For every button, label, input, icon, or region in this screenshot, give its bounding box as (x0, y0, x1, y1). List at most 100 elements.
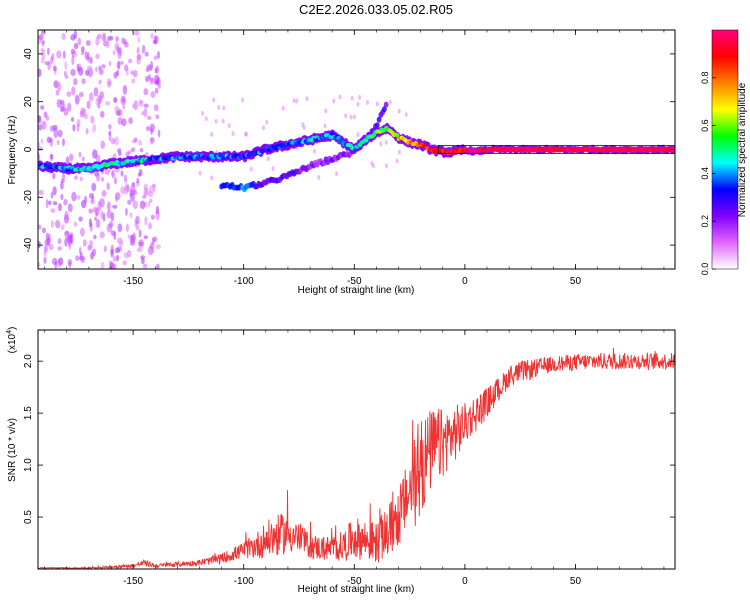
spectral-speckle (78, 151, 82, 158)
spectral-speckle (63, 71, 67, 77)
spectral-speckle (138, 100, 144, 107)
ridge-core-cell (525, 147, 528, 152)
spectral-speckle (150, 91, 156, 99)
spectral-speckle (154, 80, 160, 86)
spectral-speckle (150, 127, 153, 136)
spectral-speckle (155, 114, 160, 120)
spectral-speckle (145, 67, 149, 73)
spectral-speckle (397, 149, 401, 155)
spectral-speckle (80, 255, 86, 264)
ridge-core-cell (660, 147, 663, 152)
spectral-speckle (83, 113, 89, 120)
spectral-speckle (97, 200, 102, 211)
spectral-speckle (109, 35, 114, 41)
spectral-speckle (77, 37, 82, 46)
spectral-speckle (395, 158, 399, 164)
spectral-speckle (338, 94, 342, 100)
spectral-speckle (143, 103, 149, 108)
spectral-speckle (317, 174, 321, 180)
spectral-speckle (108, 60, 112, 67)
spectral-speckle (148, 185, 154, 194)
spectral-speckle (52, 172, 56, 180)
spectral-speckle (38, 189, 44, 196)
spectral-speckle (114, 195, 119, 203)
ridge-core-cell (577, 147, 580, 152)
spectral-speckle (46, 237, 51, 247)
spectral-speckle (152, 39, 157, 45)
spectral-speckle (143, 186, 147, 197)
spectral-speckle (82, 239, 87, 247)
ridge-core-cell (531, 147, 534, 152)
spectral-speckle (157, 129, 161, 138)
spectral-speckle (227, 122, 231, 128)
spectral-speckle (198, 170, 202, 176)
spectral-speckle (97, 95, 103, 103)
spectral-speckle (379, 141, 383, 147)
spectral-speckle (157, 84, 161, 89)
spectral-speckle (106, 209, 112, 219)
spectral-speckle (99, 110, 105, 118)
ridge-core-cell (488, 147, 491, 152)
spectral-speckle (60, 193, 64, 201)
secondary-branch-cell (383, 101, 389, 108)
spectral-speckle (95, 97, 99, 106)
ridge-core-cell (548, 147, 551, 152)
ridge-core-cell (593, 147, 596, 152)
spectral-speckle (64, 237, 68, 247)
spectral-speckle (353, 114, 357, 120)
spectral-speckle (40, 47, 44, 53)
spectral-speckle (88, 208, 93, 214)
secondary-branch-cell (381, 106, 387, 113)
ridge-core-cell (649, 147, 652, 152)
ridge-core-cell (517, 147, 520, 152)
ridge-core-cell (609, 147, 612, 152)
ridge-core-cell (552, 147, 555, 152)
spectral-speckle (155, 263, 160, 269)
spectral-speckle (117, 116, 123, 125)
spectral-speckle (114, 42, 120, 51)
spectral-speckle (115, 36, 119, 42)
ridge-core-cell (612, 147, 615, 152)
spectral-speckle (110, 230, 116, 236)
spectral-speckle (56, 98, 62, 108)
spectral-speckle (58, 257, 64, 266)
ridge-core-cell (607, 147, 610, 152)
spectral-speckle (122, 84, 128, 95)
spectral-speckle (146, 115, 152, 120)
spectral-speckle (38, 34, 44, 41)
spectral-speckle (80, 199, 87, 209)
ridge-core-cell (524, 147, 527, 152)
spectral-speckle (55, 89, 60, 96)
spectral-speckle (200, 110, 204, 116)
spectral-speckle (67, 237, 72, 247)
ridge-core-cell (571, 147, 574, 152)
ridge-core-cell (639, 147, 642, 152)
spectral-speckle (95, 53, 100, 60)
spectral-speckle (292, 98, 296, 104)
spectral-speckle (85, 40, 91, 46)
spectral-speckle (45, 198, 49, 209)
spectral-speckle (128, 58, 133, 64)
spectral-speckle (74, 175, 78, 180)
spectral-speckle (221, 118, 225, 124)
spectral-speckle (64, 210, 69, 221)
spectral-speckle (41, 227, 46, 234)
ridge-core-cell (540, 147, 543, 152)
ridge-core-cell (579, 147, 582, 152)
spectral-speckle (312, 148, 316, 154)
ridge-core-cell (621, 147, 624, 152)
spectral-speckle (98, 68, 104, 75)
spectral-speckle (137, 36, 141, 43)
spectral-speckle (38, 142, 41, 147)
ridge-core-cell (518, 147, 521, 152)
snr-y-label: SNR (10 * v/v) (7, 418, 18, 482)
x-tick-label: 50 (570, 276, 582, 287)
ridge-core-cell (575, 147, 578, 152)
spectral-speckle (137, 172, 141, 177)
spectral-speckle (126, 249, 132, 258)
spectral-speckle (142, 194, 147, 199)
spectral-speckle (43, 249, 47, 257)
y-tick-label: 0.5 (23, 510, 34, 524)
ridge-core-cell (598, 147, 601, 152)
spectral-speckle (57, 238, 62, 245)
